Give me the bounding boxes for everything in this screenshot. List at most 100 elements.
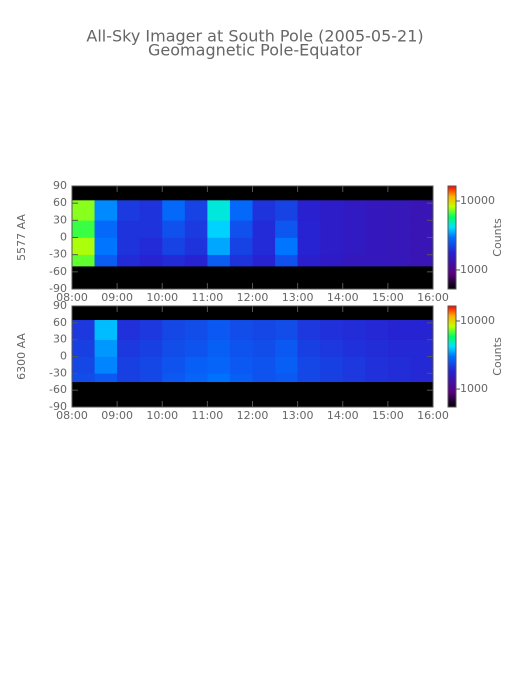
heatmap-cell [342, 237, 366, 255]
heatmap-cell [342, 254, 366, 267]
heatmap-cell [162, 254, 186, 267]
x-tick-label: 12:00 [237, 409, 269, 422]
heatmap-cell [139, 254, 163, 267]
heatmap-cell [94, 373, 118, 383]
x-tick-label: 15:00 [372, 409, 404, 422]
colorbar [447, 305, 457, 408]
y-tick-label: -60 [49, 265, 67, 278]
heatmap-cell [229, 200, 253, 221]
heatmap-cell [410, 237, 434, 255]
heatmap-cell [297, 373, 321, 383]
colorbar-tick-label: 1000 [460, 263, 488, 276]
heatmap-cell [72, 254, 95, 267]
heatmap-cell [229, 220, 253, 238]
heatmap-cell [252, 339, 276, 357]
heatmap-cell [117, 200, 140, 221]
heatmap-cell [162, 356, 186, 374]
y-tick-label: -90 [49, 282, 67, 295]
heatmap-cell [320, 320, 344, 340]
heatmap-cell [139, 339, 163, 357]
y-tick-label: 0 [60, 231, 67, 244]
y-tick-label: -30 [49, 366, 67, 379]
heatmap-cell [320, 373, 344, 383]
heatmap-cell [207, 254, 231, 267]
heatmap-cell [94, 339, 118, 357]
heatmap-cell [139, 320, 163, 340]
heatmap-cell [229, 356, 253, 374]
heatmap-cell [72, 373, 95, 383]
y-tick-label: -60 [49, 383, 67, 396]
heatmap-cell [184, 220, 208, 238]
heatmap-cell [139, 200, 163, 221]
heatmap-cell [342, 356, 366, 374]
heatmap-cell [275, 373, 298, 383]
heatmap-cell [275, 339, 298, 357]
heatmap-cell [387, 220, 411, 238]
heatmap-cell [365, 373, 389, 383]
x-tick-label: 16:00 [417, 409, 449, 422]
x-tick-label: 09:00 [101, 409, 133, 422]
heatmap-cell [252, 320, 276, 340]
heatmap-cell [297, 339, 321, 357]
heatmap-cell [275, 320, 298, 340]
heatmap-cell [117, 356, 140, 374]
heatmap-cell [207, 356, 231, 374]
heatmap-cell [252, 356, 276, 374]
heatmap-cell [320, 254, 344, 267]
heatmap-cell [387, 320, 411, 340]
heatmap-cell [342, 339, 366, 357]
heatmap-cell [117, 237, 140, 255]
heatmap-cell [162, 373, 186, 383]
heatmap-cell [94, 356, 118, 374]
y-tick-label: 30 [53, 213, 67, 226]
colorbar [447, 185, 457, 290]
y-tick-label: 60 [53, 196, 67, 209]
heatmap-cell [297, 254, 321, 267]
heatmap-cell [342, 320, 366, 340]
chart-subtitle: Geomagnetic Pole-Equator [148, 41, 362, 60]
heatmap-cell [72, 200, 95, 221]
heatmap-cell [275, 254, 298, 267]
x-tick-label: 14:00 [327, 291, 359, 304]
heatmap-cell [365, 339, 389, 357]
heatmap-cell [229, 339, 253, 357]
heatmap-cell [275, 237, 298, 255]
heatmap-cell [252, 220, 276, 238]
x-tick-label: 13:00 [282, 409, 314, 422]
x-tick-label: 12:00 [237, 291, 269, 304]
heatmap-cell [94, 254, 118, 267]
heatmap-cell [139, 220, 163, 238]
heatmap-cell [207, 320, 231, 340]
heatmap-cell [297, 320, 321, 340]
chart-title: All-Sky Imager at South Pole (2005-05-21… [86, 27, 423, 46]
heatmap-cell [139, 356, 163, 374]
heatmap-cell [207, 200, 231, 221]
x-tick-label: 11:00 [192, 409, 224, 422]
heatmap-cell [410, 200, 434, 221]
heatmap-cell [410, 356, 434, 374]
heatmap-cell [342, 220, 366, 238]
y-tick-label: 30 [53, 333, 67, 346]
y-tick-label: -90 [49, 400, 67, 413]
heatmap-cell [365, 200, 389, 221]
x-tick-label: 10:00 [146, 409, 178, 422]
heatmap-cell [117, 373, 140, 383]
heatmap-cell [94, 320, 118, 340]
heatmap-cell [184, 200, 208, 221]
colorbar-tick-label: 1000 [460, 382, 488, 395]
x-tick-label: 08:00 [56, 409, 88, 422]
heatmap-cell [252, 373, 276, 383]
heatmap-cell [184, 320, 208, 340]
heatmap-cell [162, 220, 186, 238]
y-axis-label: 6300 AA [15, 333, 28, 380]
heatmap-cell [252, 254, 276, 267]
y-tick-label: -30 [49, 248, 67, 261]
heatmap-cell [229, 254, 253, 267]
heatmap-cell [297, 356, 321, 374]
heatmap-cell [387, 200, 411, 221]
heatmap-cell [320, 339, 344, 357]
heatmap-cell [229, 320, 253, 340]
x-tick-label: 15:00 [372, 291, 404, 304]
heatmap-cell [139, 237, 163, 255]
